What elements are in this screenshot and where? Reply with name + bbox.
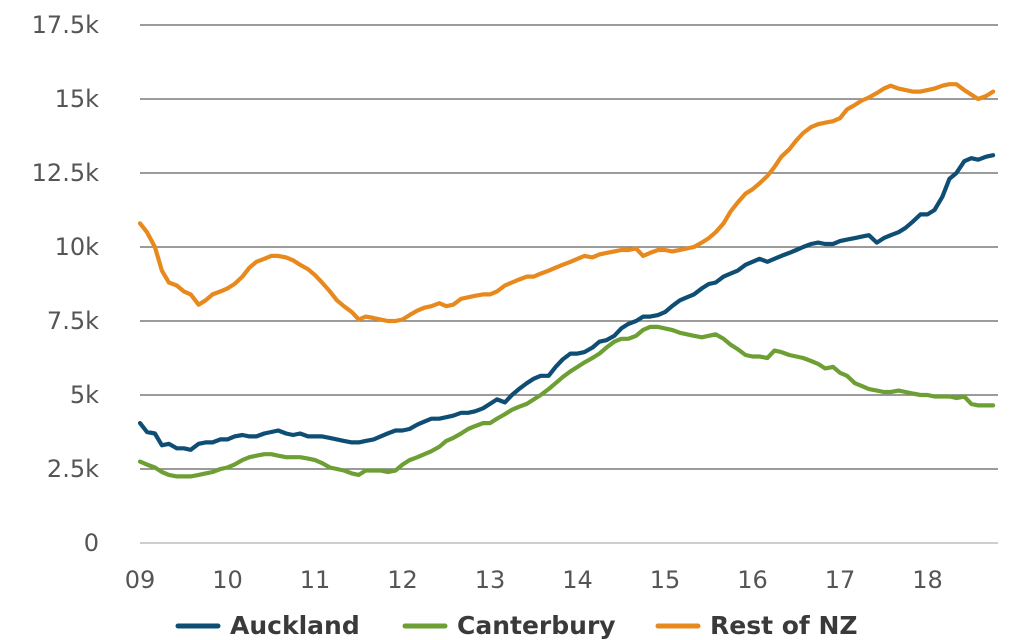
x-tick-label: 16 <box>737 566 768 594</box>
y-tick-label: 0 <box>84 529 99 557</box>
legend-label: Rest of NZ <box>710 611 858 640</box>
x-axis-ticks: 09 10 11 12 13 14 15 16 17 18 <box>125 566 943 594</box>
y-tick-label: 5k <box>70 381 99 409</box>
x-tick-label: 12 <box>387 566 418 594</box>
x-tick-label: 11 <box>300 566 331 594</box>
y-tick-label: 2.5k <box>47 455 99 483</box>
x-tick-label: 15 <box>650 566 681 594</box>
x-tick-label: 14 <box>562 566 593 594</box>
x-tick-label: 10 <box>212 566 243 594</box>
x-tick-label: 09 <box>125 566 156 594</box>
series-lines <box>137 82 996 479</box>
legend-label: Auckland <box>230 611 360 640</box>
x-tick-label: 17 <box>825 566 856 594</box>
y-axis-ticks: 0 2.5k 5k 7.5k 10k 12.5k 15k 17.5k <box>32 11 99 557</box>
y-tick-label: 12.5k <box>32 159 99 187</box>
series-line-auckland <box>137 153 996 452</box>
y-tick-label: 7.5k <box>47 307 99 335</box>
y-tick-label: 15k <box>55 85 100 113</box>
y-tick-label: 17.5k <box>32 11 99 39</box>
legend-label: Canterbury <box>457 611 616 640</box>
x-tick-label: 18 <box>912 566 943 594</box>
gridlines <box>140 24 998 544</box>
series-line-canterbury <box>137 324 996 479</box>
series-line-rest-of-nz <box>137 82 996 324</box>
y-tick-label: 10k <box>55 233 100 261</box>
legend: Auckland Canterbury Rest of NZ <box>175 611 858 640</box>
x-tick-label: 13 <box>475 566 506 594</box>
